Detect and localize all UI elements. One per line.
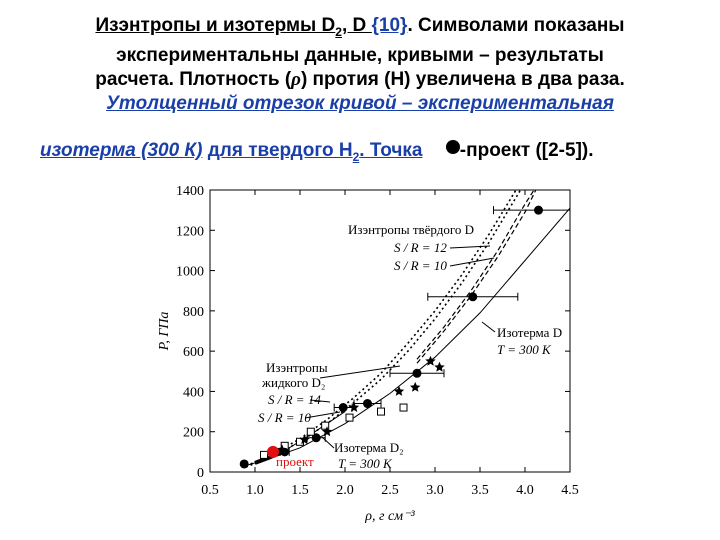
x-tick-label: 2.0 (336, 483, 354, 498)
header-line-1-sub: 2 (335, 24, 342, 39)
data-point-square (321, 421, 330, 430)
data-point-star (410, 381, 421, 392)
x-tick-label: 3.5 (471, 483, 489, 498)
data-point-star (348, 402, 360, 412)
data-point-filled (412, 368, 422, 378)
x-tick-label: 4.0 (516, 483, 534, 498)
x-tick-label: 1.0 (246, 483, 264, 498)
header-line-5-d: -проект ([2-5]). (459, 140, 594, 161)
data-point-square (399, 403, 408, 412)
leader-sr10 (449, 257, 495, 267)
y-tick-label: 1400 (176, 184, 204, 199)
y-tick-label: 800 (183, 305, 204, 320)
chart-axes: 0.5 1.0 1.5 2.0 2.5 3.0 3.5 4.0 4.5 0 200 400 600 800… (157, 184, 579, 524)
data-point-filled (363, 399, 372, 409)
slide-header: Изэнтропы и изотермы D2, D {10}. Символа… (0, 14, 720, 116)
curve-solid-sr12 (416, 190, 535, 360)
data-point-star (299, 434, 310, 445)
annotation-solid-isentropes: Изэнтропы твёрдого D (348, 222, 474, 237)
data-point-filled (239, 459, 249, 469)
header-line-3-a: расчета. Плотность ( (95, 68, 292, 90)
y-tick-label: 1200 (176, 224, 204, 239)
data-point-star (434, 361, 445, 372)
data-point-filled (338, 403, 348, 413)
leader-liquid (319, 365, 401, 379)
x-tick-label: 1.5 (291, 483, 309, 498)
header-line-5-a: изотерма (300 К) (40, 140, 203, 161)
header-line-4: Утолщенный отрезок кривой – эксперимента… (106, 92, 614, 114)
annotation-liquid-isentropes-1: Изэнтропы (266, 360, 328, 375)
header-line-1: Изэнтропы и изотермы D2, D {10}. Символа… (0, 14, 720, 44)
header-line-5-sub: 2 (352, 149, 360, 164)
x-tick-label: 0.5 (201, 483, 219, 498)
y-tick-label: 0 (197, 466, 204, 481)
data-point-square (345, 413, 354, 422)
chart-curves (241, 190, 570, 468)
header-line-5: изотерма (300 К) для твердого H2. Точка … (40, 139, 720, 169)
data-point-star (393, 385, 405, 396)
data-point-star (276, 444, 288, 455)
y-tick-label: 200 (183, 426, 204, 441)
header-line-3: расчета. Плотность (ρ) протия (H) увелич… (0, 68, 720, 92)
data-point-star (321, 426, 333, 437)
header-line-3-b: ) протия (H) увеличена в два раза. (300, 68, 625, 90)
curve-solid-sr10 (416, 190, 537, 364)
x-tick-label: 3.0 (426, 483, 444, 498)
annotation-liquid-isentropes-2: жидкого D₂ (261, 375, 325, 390)
y-tick-label: 600 (183, 345, 204, 360)
leader-sr12 (449, 245, 491, 249)
data-point-square (377, 407, 385, 416)
data-point-filled (534, 205, 543, 215)
annotation-project: проект (276, 454, 314, 469)
annotation-isotherm-d: Изотерма D (497, 325, 562, 340)
annotation-liquid-sr10: S / R = 10 (258, 410, 311, 425)
header-line-1-c: . Символами показаны (407, 15, 625, 36)
y-tick-label: 1000 (176, 265, 204, 280)
data-point-star (425, 355, 436, 366)
header-line-1-b: , D (341, 15, 372, 36)
curve-liquid-sr14 (245, 190, 517, 467)
data-point-square (306, 427, 315, 436)
x-axis-label: ρ, г см⁻³ (364, 509, 415, 524)
x-tick-label: 4.5 (561, 483, 579, 498)
leader-isotherm-d2 (321, 436, 335, 449)
data-point-square (260, 450, 268, 459)
header-line-5-b: для твердого H (207, 140, 353, 161)
annotation-isotherm-d2: Изотерма D₂ (334, 440, 404, 455)
data-point-filled (468, 292, 478, 302)
project-dot-icon (445, 140, 460, 154)
y-axis-label: P, ГПа (157, 312, 172, 352)
annotation-sr10: S / R = 10 (394, 258, 447, 273)
annotation-isotherm-d-t: T = 300 K (497, 342, 552, 357)
header-rho: ρ (291, 68, 301, 90)
leader-liquid-sr14 (309, 399, 331, 403)
clipped-curves (241, 190, 570, 468)
chart-labels: Изэнтропы твёрдого D S / R = 12 S / R = 10… (258, 222, 562, 471)
leader-isotherm-d (481, 321, 496, 333)
chart-marks (239, 205, 571, 469)
leader-liquid-sr10 (304, 411, 341, 419)
annotation-isotherm-d2-t: T = 300 K (338, 456, 393, 471)
y-tick-label: 400 (183, 385, 204, 400)
annotation-liquid-sr14: S / R = 14 (268, 392, 321, 407)
header-line-1-a: Изэнтропы и изотермы D (95, 15, 336, 36)
x-tick-label: 2.5 (381, 483, 399, 498)
header-line-2: экспериментальны данные, кривыми – резул… (116, 44, 604, 66)
header-ref-link[interactable]: {10} (371, 15, 408, 36)
header-line-5-c: . Точка (359, 140, 423, 161)
project-point (267, 445, 279, 458)
annotation-sr12: S / R = 12 (394, 240, 447, 255)
